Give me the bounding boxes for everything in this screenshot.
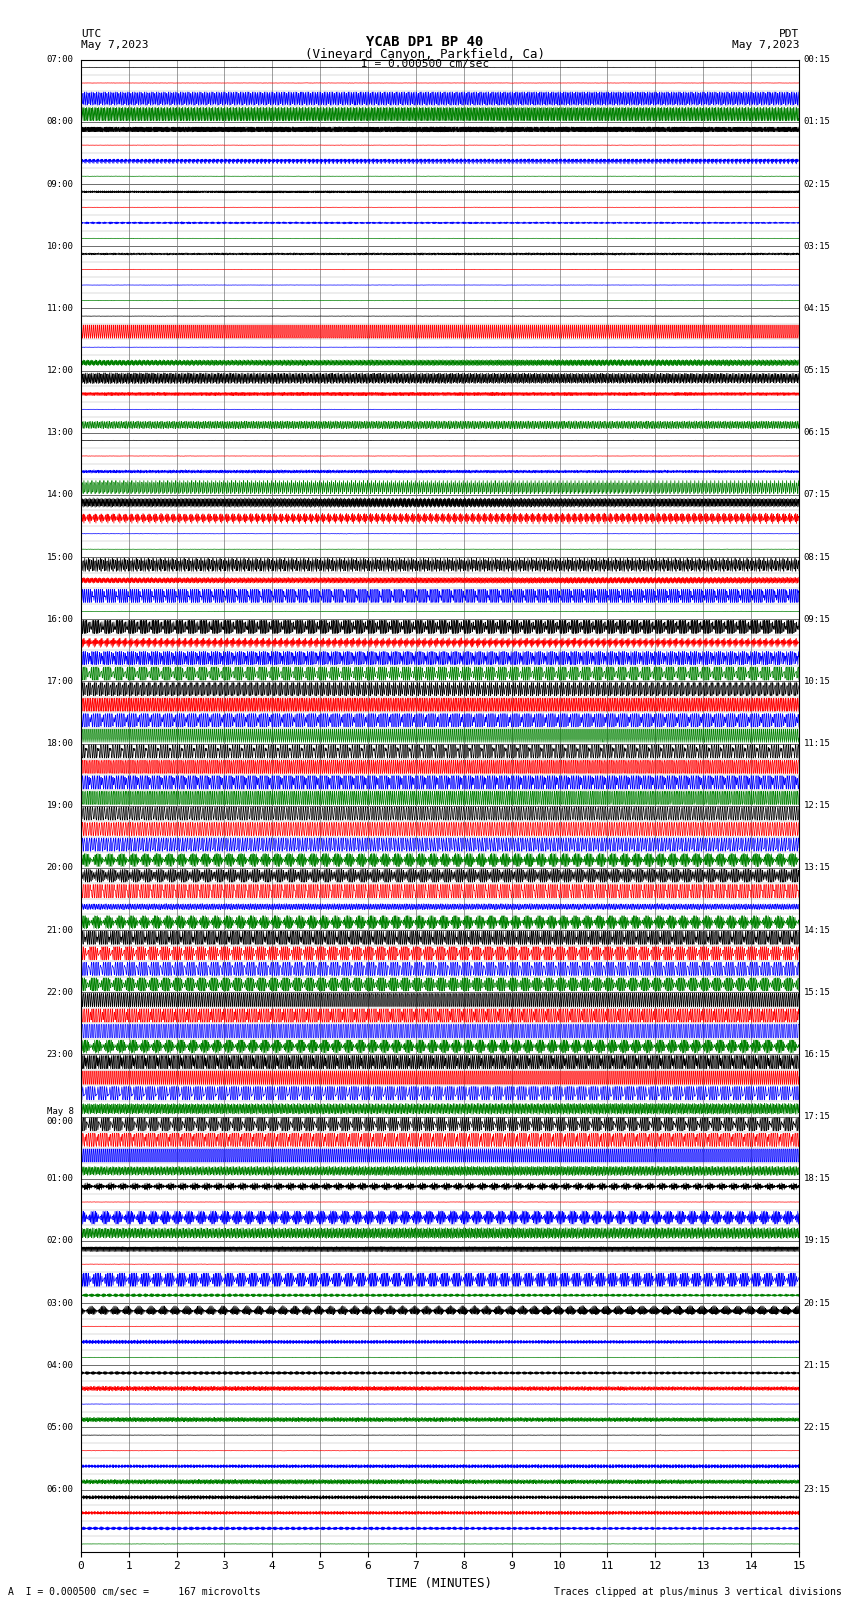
- Text: 07:00: 07:00: [47, 55, 74, 65]
- Text: 09:15: 09:15: [804, 615, 830, 624]
- Text: 23:15: 23:15: [804, 1486, 830, 1494]
- Text: I = 0.000500 cm/sec: I = 0.000500 cm/sec: [361, 58, 489, 69]
- Text: 23:00: 23:00: [47, 1050, 74, 1058]
- Text: Traces clipped at plus/minus 3 vertical divisions: Traces clipped at plus/minus 3 vertical …: [553, 1587, 842, 1597]
- Text: 17:15: 17:15: [804, 1111, 830, 1121]
- Text: 22:15: 22:15: [804, 1423, 830, 1432]
- Text: PDT: PDT: [779, 29, 799, 39]
- Text: 03:15: 03:15: [804, 242, 830, 250]
- Text: 10:00: 10:00: [47, 242, 74, 250]
- Text: 10:15: 10:15: [804, 677, 830, 686]
- Text: 20:00: 20:00: [47, 863, 74, 873]
- Text: 12:00: 12:00: [47, 366, 74, 374]
- Text: 04:15: 04:15: [804, 303, 830, 313]
- Text: 02:15: 02:15: [804, 179, 830, 189]
- Text: 06:00: 06:00: [47, 1486, 74, 1494]
- Text: 08:00: 08:00: [47, 118, 74, 126]
- Text: 15:00: 15:00: [47, 553, 74, 561]
- Text: May 7,2023: May 7,2023: [732, 40, 799, 50]
- Text: 22:00: 22:00: [47, 987, 74, 997]
- Text: 05:15: 05:15: [804, 366, 830, 374]
- Text: 08:15: 08:15: [804, 553, 830, 561]
- Text: YCAB DP1 BP 40: YCAB DP1 BP 40: [366, 35, 484, 48]
- Text: 13:00: 13:00: [47, 427, 74, 437]
- Text: 11:00: 11:00: [47, 303, 74, 313]
- Text: UTC: UTC: [81, 29, 101, 39]
- Text: 18:15: 18:15: [804, 1174, 830, 1184]
- Text: 19:15: 19:15: [804, 1237, 830, 1245]
- Text: May 8: May 8: [47, 1108, 74, 1116]
- Text: A  I = 0.000500 cm/sec =     167 microvolts: A I = 0.000500 cm/sec = 167 microvolts: [8, 1587, 261, 1597]
- Text: 21:00: 21:00: [47, 926, 74, 934]
- Text: 21:15: 21:15: [804, 1361, 830, 1369]
- Text: 03:00: 03:00: [47, 1298, 74, 1308]
- Text: 14:00: 14:00: [47, 490, 74, 500]
- Text: 01:00: 01:00: [47, 1174, 74, 1184]
- Text: 15:15: 15:15: [804, 987, 830, 997]
- Text: 16:00: 16:00: [47, 615, 74, 624]
- Text: 00:15: 00:15: [804, 55, 830, 65]
- Text: 13:15: 13:15: [804, 863, 830, 873]
- Text: 16:15: 16:15: [804, 1050, 830, 1058]
- Text: 09:00: 09:00: [47, 179, 74, 189]
- X-axis label: TIME (MINUTES): TIME (MINUTES): [388, 1578, 492, 1590]
- Text: 11:15: 11:15: [804, 739, 830, 748]
- Text: 12:15: 12:15: [804, 802, 830, 810]
- Text: 19:00: 19:00: [47, 802, 74, 810]
- Text: 02:00: 02:00: [47, 1237, 74, 1245]
- Text: May 7,2023: May 7,2023: [81, 40, 148, 50]
- Text: 00:00: 00:00: [47, 1116, 74, 1126]
- Text: 01:15: 01:15: [804, 118, 830, 126]
- Text: 06:15: 06:15: [804, 427, 830, 437]
- Text: 07:15: 07:15: [804, 490, 830, 500]
- Text: 05:00: 05:00: [47, 1423, 74, 1432]
- Text: 04:00: 04:00: [47, 1361, 74, 1369]
- Text: 20:15: 20:15: [804, 1298, 830, 1308]
- Text: (Vineyard Canyon, Parkfield, Ca): (Vineyard Canyon, Parkfield, Ca): [305, 47, 545, 61]
- Text: 14:15: 14:15: [804, 926, 830, 934]
- Text: 17:00: 17:00: [47, 677, 74, 686]
- Text: 18:00: 18:00: [47, 739, 74, 748]
